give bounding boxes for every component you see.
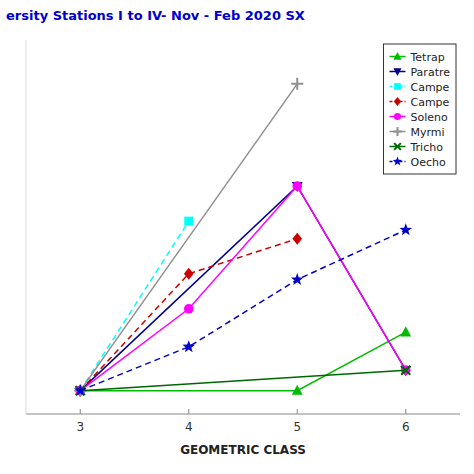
x-tick-label: 6 [402, 420, 410, 434]
series-line [80, 239, 297, 391]
series [75, 182, 411, 397]
series [75, 181, 410, 395]
x-axis-line [26, 414, 460, 415]
chart: ersity Stations I to IV- Nov - Feb 2020 … [0, 0, 474, 474]
legend-marker [393, 127, 402, 136]
legend-label: Oecho [410, 156, 445, 169]
point [184, 304, 194, 314]
legend-label: Paratre [410, 66, 450, 79]
point [184, 217, 193, 226]
legend-box [383, 44, 456, 174]
series [75, 233, 302, 397]
series-line [80, 84, 297, 391]
series [76, 366, 411, 395]
y-axis-line [26, 40, 27, 414]
series [76, 217, 194, 395]
series-line [80, 186, 406, 391]
x-tick-label: 4 [185, 420, 193, 434]
legend-marker [394, 97, 401, 106]
x-tick [80, 409, 81, 414]
point [182, 340, 195, 352]
legend-marker [394, 143, 401, 150]
point [292, 233, 302, 245]
legend-label: Campe [410, 81, 449, 94]
point [184, 268, 194, 280]
plot-area [74, 78, 412, 397]
series [74, 223, 412, 396]
series-line [80, 186, 406, 391]
point [399, 223, 412, 235]
series-line [80, 332, 406, 390]
x-tick [188, 409, 189, 414]
legend-marker [393, 52, 401, 60]
series [75, 326, 411, 395]
point [291, 78, 303, 90]
series-line [80, 221, 189, 390]
x-tick-label: 3 [76, 420, 84, 434]
point [291, 273, 304, 285]
title: ersity Stations I to IV- Nov - Feb 2020 … [6, 8, 305, 23]
legend-marker [393, 68, 401, 76]
point [292, 181, 302, 191]
point [292, 385, 303, 395]
point [400, 326, 411, 336]
legend-marker [394, 83, 401, 90]
x-axis-label: GEOMETRIC CLASS [180, 443, 306, 457]
point [401, 366, 410, 375]
legend-label: Tricho [409, 141, 443, 154]
legend-label: Soleno [410, 111, 448, 124]
point [74, 384, 87, 396]
legend: Tetrap Paratre Campe Campe Soleno Myrmi Tricho… [383, 44, 456, 174]
legend-marker [394, 113, 401, 120]
series [74, 78, 303, 397]
legend-label: Campe [410, 96, 449, 109]
x-tick [297, 409, 298, 414]
series-line [80, 370, 406, 390]
legend-marker [393, 157, 402, 166]
legend-label: Tetrap [409, 51, 444, 64]
series-line [80, 230, 406, 391]
x-tick [405, 409, 406, 414]
x-tick-label: 5 [293, 420, 301, 434]
legend-label: Myrmi [410, 126, 444, 139]
